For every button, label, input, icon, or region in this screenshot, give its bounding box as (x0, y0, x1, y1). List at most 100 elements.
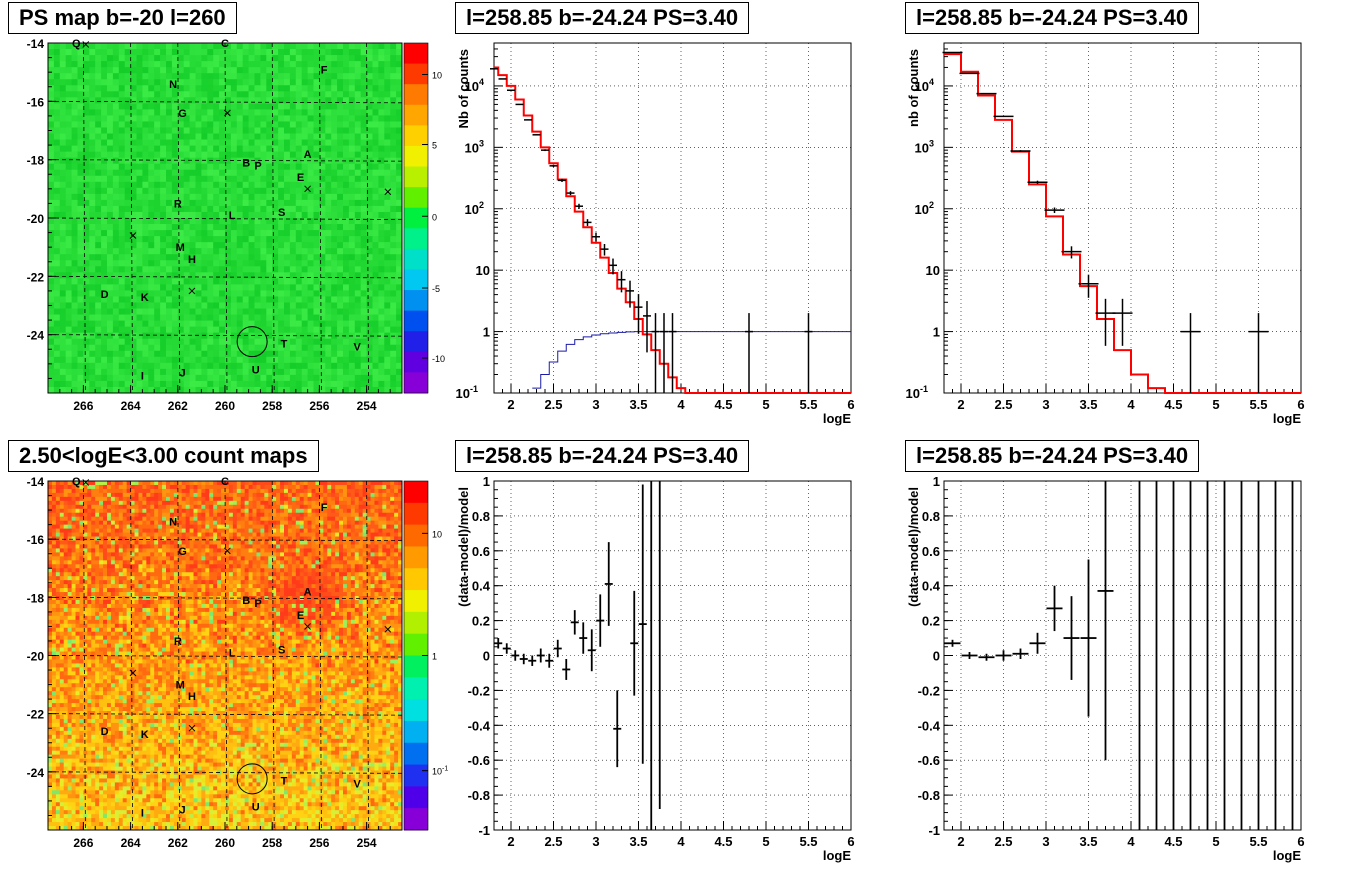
heatmap-cell (76, 763, 80, 767)
heatmap-cell (52, 564, 56, 568)
heatmap-cell (83, 735, 87, 739)
heatmap-cell (113, 290, 119, 296)
heatmap-cell (79, 763, 83, 767)
heatmap-cell (76, 608, 80, 612)
heatmap-cell (249, 284, 255, 290)
heatmap-cell (219, 152, 225, 158)
heatmap-cell (325, 49, 331, 55)
heatmap-cell (142, 73, 148, 79)
heatmap-cell (390, 194, 396, 200)
heatmap-cell (68, 790, 72, 794)
heatmap-cell (68, 521, 72, 525)
heatmap-cell (325, 381, 331, 387)
heatmap-cell (64, 695, 68, 699)
heatmap-cell (91, 513, 95, 517)
heatmap-cell (48, 194, 54, 200)
heatmap-cell (249, 61, 255, 67)
heatmap-cell (184, 266, 190, 272)
heatmap-cell (272, 67, 278, 73)
heatmap-cell (166, 67, 172, 73)
heatmap-cell (68, 751, 72, 755)
heatmap-cell (72, 711, 76, 715)
heatmap-cell (148, 218, 154, 224)
heatmap-cell (78, 134, 84, 140)
heatmap-cell (196, 182, 202, 188)
heatmap-cell (337, 200, 343, 206)
heatmap-cell (72, 612, 76, 616)
heatmap-cell (190, 369, 196, 375)
heatmap-cell (337, 212, 343, 218)
heatmap-cell (284, 146, 290, 152)
x-tick-label: 266 (73, 399, 93, 413)
heatmap-cell (52, 636, 56, 640)
heatmap-cell (87, 648, 91, 652)
heatmap-cell (308, 242, 314, 248)
heatmap-cell (54, 296, 60, 302)
heatmap-cell (87, 572, 91, 576)
heatmap-cell (378, 194, 384, 200)
heatmap-cell (119, 176, 125, 182)
heatmap-cell (272, 85, 278, 91)
heatmap-cell (284, 200, 290, 206)
heatmap-cell (64, 521, 68, 525)
heatmap-cell (367, 79, 373, 85)
heatmap-cell (154, 140, 160, 146)
heatmap-cell (125, 121, 131, 127)
heatmap-cell (178, 121, 184, 127)
heatmap-cell (355, 242, 361, 248)
heatmap-cell (243, 357, 249, 363)
heatmap-cell (378, 327, 384, 333)
heatmap-cell (172, 127, 178, 133)
heatmap-cell (337, 224, 343, 230)
heatmap-cell (260, 381, 266, 387)
heatmap-cell (343, 230, 349, 236)
heatmap-cell (95, 333, 101, 339)
heatmap-cell (107, 224, 113, 230)
heatmap-cell (87, 691, 91, 695)
heatmap-cell (107, 230, 113, 236)
heatmap-cell (184, 61, 190, 67)
heatmap-cell (260, 266, 266, 272)
heatmap-cell (331, 67, 337, 73)
heatmap-cell (225, 357, 231, 363)
heatmap-cell (113, 109, 119, 115)
heatmap-cell (325, 357, 331, 363)
heatmap-cell (201, 236, 207, 242)
heatmap-cell (213, 140, 219, 146)
heatmap-cell (56, 497, 60, 501)
heatmap-cell (83, 759, 87, 763)
heatmap-cell (266, 369, 272, 375)
heatmap-cell (52, 513, 56, 517)
heatmap-cell (196, 230, 202, 236)
heatmap-cell (373, 85, 379, 91)
heatmap-cell (190, 85, 196, 91)
heatmap-cell (56, 572, 60, 576)
heatmap-cell (56, 667, 60, 671)
heatmap-cell (60, 513, 64, 517)
heatmap-cell (54, 67, 60, 73)
heatmap-cell (396, 260, 402, 266)
heatmap-cell (396, 206, 402, 212)
heatmap-cell (314, 284, 320, 290)
heatmap-cell (52, 497, 56, 501)
heatmap-cell (178, 381, 184, 387)
heatmap-cell (284, 260, 290, 266)
heatmap-cell (373, 236, 379, 242)
heatmap-cell (78, 61, 84, 67)
heatmap-cell (154, 266, 160, 272)
heatmap-cell (48, 572, 52, 576)
heatmap-cell (54, 333, 60, 339)
heatmap-cell (60, 584, 64, 588)
heatmap-cell (231, 375, 237, 381)
heatmap-cell (78, 296, 84, 302)
heatmap-cell (331, 254, 337, 260)
heatmap-cell (56, 493, 60, 497)
y-tick-label: 10-1 (456, 384, 478, 401)
heatmap-cell (343, 375, 349, 381)
heatmap-cell (219, 115, 225, 121)
heatmap-cell (119, 321, 125, 327)
heatmap-cell (355, 164, 361, 170)
heatmap-cell (76, 513, 80, 517)
heatmap-cell (60, 182, 66, 188)
